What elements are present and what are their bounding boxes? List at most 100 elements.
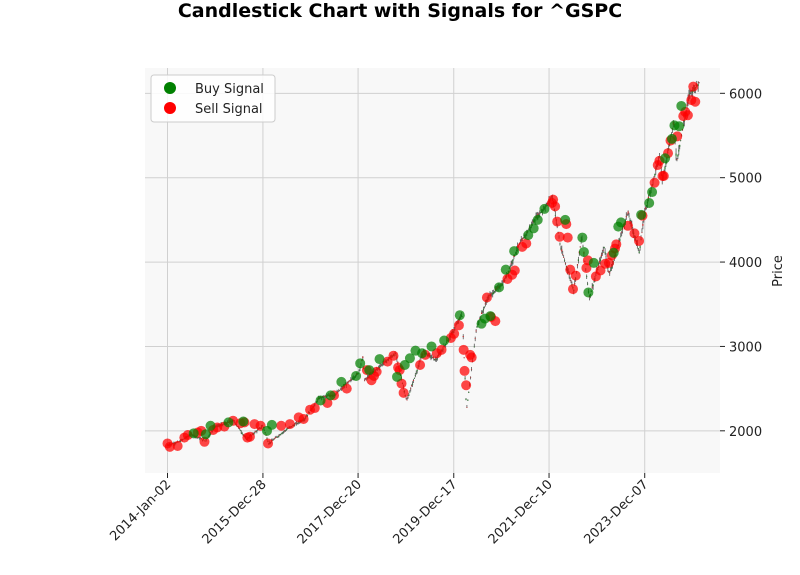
candle-body bbox=[482, 309, 485, 311]
candle-body bbox=[473, 346, 475, 348]
legend-box bbox=[150, 74, 276, 123]
sell-signal-point bbox=[629, 228, 640, 239]
buy-signal-point bbox=[355, 358, 366, 369]
candle-body bbox=[528, 229, 530, 231]
candle-body bbox=[273, 438, 275, 440]
x-axis: 2014-Jan-02 2015-Dec-28 2017-Dec-20 2019-De… bbox=[107, 473, 652, 547]
candle-body bbox=[420, 358, 422, 360]
y-tick-label: 5000 bbox=[729, 172, 762, 187]
buy-signal-point bbox=[404, 353, 415, 364]
candle-body bbox=[198, 437, 200, 438]
buy-signal-point bbox=[528, 223, 539, 234]
candle-body bbox=[365, 378, 368, 380]
sell-signal-point bbox=[199, 436, 210, 447]
candle-body bbox=[306, 414, 309, 416]
buy-signal-point bbox=[636, 209, 647, 220]
candle-body bbox=[323, 396, 325, 397]
candle-body bbox=[463, 357, 465, 358]
candle-body bbox=[430, 356, 432, 358]
candle-body bbox=[483, 306, 486, 308]
candle-body bbox=[690, 90, 692, 92]
candle-body bbox=[609, 272, 611, 274]
candle-body bbox=[678, 149, 680, 152]
candle-body bbox=[559, 243, 561, 245]
sell-signal-point bbox=[244, 431, 255, 442]
candle-body bbox=[653, 176, 655, 178]
candle-body bbox=[603, 246, 605, 248]
candle-body bbox=[358, 369, 360, 371]
candle-body bbox=[462, 336, 464, 338]
sell-signal-point bbox=[554, 231, 565, 242]
candle-body bbox=[481, 311, 484, 313]
buy-signal-point bbox=[266, 419, 277, 430]
candle-body bbox=[296, 423, 299, 424]
sell-signal-point bbox=[449, 328, 460, 339]
candle-body bbox=[629, 219, 631, 221]
candle-body bbox=[593, 281, 595, 282]
candle-body bbox=[675, 153, 677, 156]
candle-body bbox=[379, 365, 381, 367]
buy-signal-point bbox=[616, 217, 627, 228]
candle-body bbox=[350, 379, 352, 381]
candle-body bbox=[470, 376, 472, 378]
candle-body bbox=[197, 437, 199, 439]
candle-body bbox=[241, 432, 243, 434]
candle-body bbox=[592, 284, 594, 287]
sell-signal-point bbox=[603, 257, 614, 268]
buy-signal-point bbox=[417, 348, 428, 359]
buy-signal-point bbox=[351, 370, 362, 381]
chart-title: Candlestick Chart with Signals for ^GSPC bbox=[178, 0, 622, 22]
candle-body bbox=[413, 378, 416, 379]
candle-body bbox=[688, 94, 690, 97]
candle-body bbox=[348, 380, 350, 382]
candle-body bbox=[510, 263, 512, 264]
candle-body bbox=[512, 259, 514, 261]
buy-signal-point bbox=[539, 203, 550, 214]
buy-signal-point bbox=[608, 247, 619, 258]
candle-body bbox=[364, 379, 366, 381]
y-tick-label: 6000 bbox=[729, 87, 762, 102]
candle-body bbox=[570, 280, 572, 282]
sell-signal-markers bbox=[162, 81, 701, 452]
candle-body bbox=[283, 430, 286, 432]
sell-signal-point bbox=[634, 235, 645, 246]
candle-body bbox=[253, 432, 255, 434]
buy-signal-point bbox=[364, 365, 375, 376]
sell-signal-point bbox=[481, 292, 492, 303]
buy-signal-point bbox=[676, 100, 687, 111]
candle-body bbox=[608, 270, 610, 272]
candle-body bbox=[619, 239, 621, 242]
sell-signal-point bbox=[459, 365, 470, 376]
candle-body bbox=[464, 378, 466, 380]
buy-signal-point bbox=[439, 335, 450, 346]
candle-body bbox=[285, 429, 287, 431]
candle-body bbox=[380, 364, 382, 366]
candle-body bbox=[256, 430, 258, 432]
candle-body bbox=[468, 392, 470, 393]
candle-body bbox=[466, 407, 468, 408]
candle-body bbox=[254, 431, 256, 433]
candle-body bbox=[407, 397, 409, 398]
candle-body bbox=[523, 237, 525, 239]
candle-body bbox=[563, 257, 565, 258]
buy-signal-point bbox=[426, 341, 437, 352]
candle-body bbox=[255, 431, 257, 432]
candle-body bbox=[279, 434, 281, 436]
candle-body bbox=[697, 84, 699, 86]
candle-body bbox=[677, 154, 679, 157]
candle-body bbox=[408, 394, 410, 396]
sell-signal-point bbox=[341, 383, 352, 394]
candle-body bbox=[502, 283, 504, 286]
candle-body bbox=[689, 92, 691, 94]
candle-body bbox=[582, 246, 584, 247]
candle-body bbox=[286, 428, 288, 430]
sell-signal-point bbox=[562, 232, 573, 243]
candle-body bbox=[435, 359, 438, 360]
candle-body bbox=[282, 431, 285, 433]
sell-signal-point bbox=[509, 265, 520, 276]
candle-body bbox=[340, 389, 342, 390]
legend-sell-marker bbox=[164, 102, 176, 114]
legend-buy-label: Buy Signal bbox=[195, 82, 264, 97]
candle-body bbox=[465, 398, 467, 400]
candle-body bbox=[364, 378, 367, 380]
